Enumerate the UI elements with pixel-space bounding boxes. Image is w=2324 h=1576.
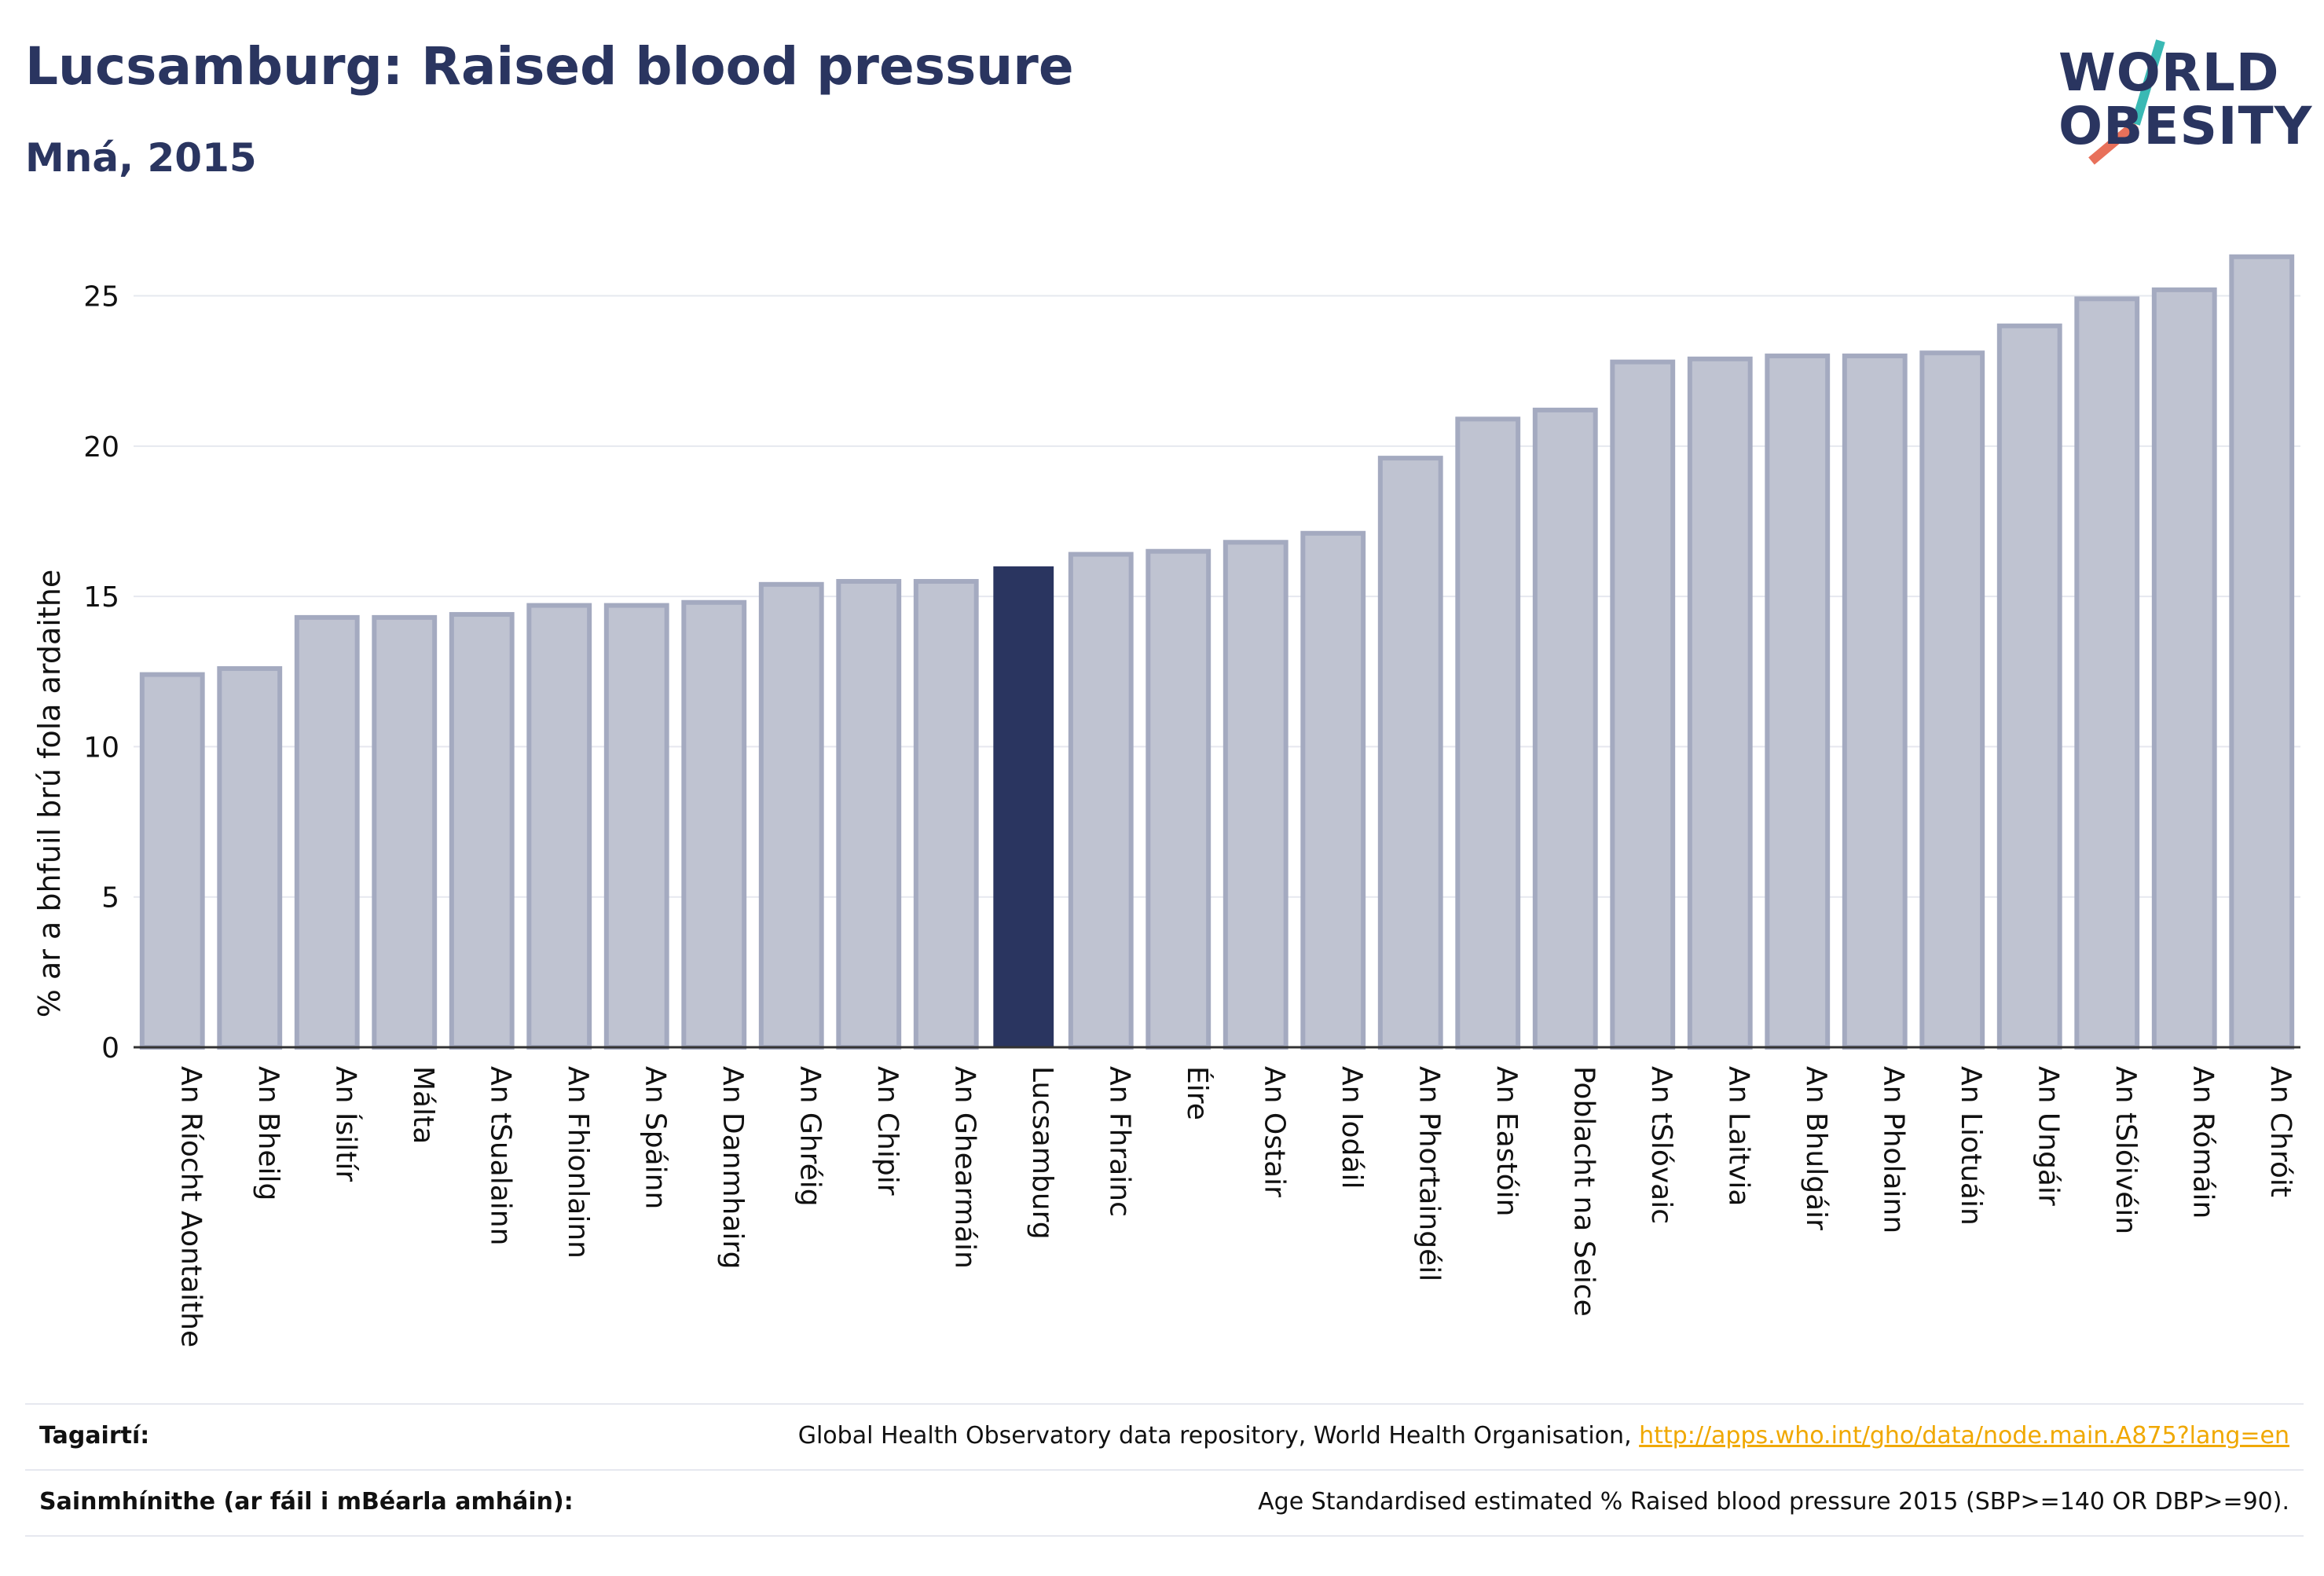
x-tick-label: An Liotuáin <box>1955 1066 1987 1226</box>
definitions-row: Sainmhínithe (ar fáil i mBéarla amháin):… <box>25 1471 2304 1534</box>
references-link[interactable]: http://apps.who.int/gho/data/node.main.A… <box>1639 1422 2289 1450</box>
x-tick-label: An Ghréig <box>794 1066 826 1207</box>
y-axis-label: % ar a bhfuil brú fola ardaithe <box>32 570 67 1017</box>
references-value: Global Health Observatory data repositor… <box>798 1422 2289 1450</box>
bar: An Ungáir: 24 <box>1996 323 2062 1050</box>
definitions-label: Sainmhínithe (ar fáil i mBéarla amháin): <box>39 1488 574 1516</box>
y-tick-label: 25 <box>83 281 119 313</box>
bar-chart: An Ríocht Aontaithe: 12.4An Bheilg: 12.6… <box>32 254 2300 1348</box>
page-subtitle: Mná, 2015 <box>25 135 257 181</box>
x-tick-label: An Ghearmáin <box>948 1066 981 1269</box>
x-tick-label: An Eastóin <box>1490 1066 1523 1216</box>
bar: An Liotuáin: 23.1 <box>1919 350 1985 1050</box>
bar: An Rómáin: 25.2 <box>2151 287 2217 1050</box>
bar: Lucsamburg: 16 <box>993 566 1054 1047</box>
x-tick-label: An Danmhairg <box>717 1066 749 1269</box>
y-tick-label: 5 <box>101 882 119 914</box>
bar: Poblacht na Seice: 21.2 <box>1532 407 1598 1050</box>
bar: An tSlóvaic: 22.8 <box>1610 359 1676 1050</box>
footer-divider-middle <box>25 1469 2304 1471</box>
bar: An Ghearmáin: 15.5 <box>913 578 979 1050</box>
bar: An Chróit: 26.3 <box>2229 254 2295 1050</box>
x-tick-label: Málta <box>407 1066 439 1144</box>
x-tick-label: Poblacht na Seice <box>1567 1066 1600 1317</box>
footer-divider-top <box>25 1403 2304 1405</box>
x-tick-label: An tSualainn <box>484 1066 516 1245</box>
bar: An Eastóin: 20.9 <box>1455 416 1521 1050</box>
x-tick-label: An Ísiltír <box>329 1066 362 1182</box>
x-tick-label: An Rómáin <box>2187 1066 2219 1219</box>
page-title: Lucsamburg: Raised blood pressure <box>25 36 1074 97</box>
bar: An Spáinn: 14.7 <box>603 603 669 1050</box>
x-tick-label: Lucsamburg <box>1026 1066 1058 1240</box>
bar: An Ísiltír: 14.3 <box>294 614 360 1050</box>
y-tick-label: 0 <box>101 1032 119 1065</box>
bar: An tSualainn: 14.4 <box>449 612 515 1050</box>
x-tick-label: Éire <box>1181 1066 1214 1120</box>
x-tick-label: An Laitvia <box>1722 1066 1754 1207</box>
bar: An Iodáil: 17.1 <box>1300 530 1366 1050</box>
x-tick-label: An Ríocht Aontaithe <box>174 1066 207 1347</box>
bar: Éire: 16.5 <box>1146 548 1211 1050</box>
bar: An Ghréig: 15.4 <box>758 581 824 1050</box>
references-label: Tagairtí: <box>39 1422 150 1450</box>
y-tick-label: 15 <box>83 581 119 614</box>
bar: An Ostair: 16.8 <box>1222 540 1288 1050</box>
x-tick-label: An Spáinn <box>639 1066 671 1209</box>
bar: An Pholainn: 23 <box>1842 354 1908 1050</box>
bar: An Danmhairg: 14.8 <box>681 599 747 1050</box>
y-tick-label: 10 <box>83 731 119 764</box>
x-tick-label: An Ungáir <box>2032 1066 2064 1206</box>
x-tick-label: An Pholainn <box>1877 1066 1909 1233</box>
logo-text-line1: WORLD <box>2058 42 2280 103</box>
references-text: Global Health Observatory data repositor… <box>797 1422 1640 1450</box>
x-tick-label: An Fhrainc <box>1103 1066 1135 1217</box>
bar: An Bheilg: 12.6 <box>217 665 283 1050</box>
x-tick-label: An Bhulgáir <box>1800 1066 1832 1230</box>
x-tick-label: An tSlóvaic <box>1645 1066 1677 1224</box>
bar: Málta: 14.3 <box>372 614 438 1050</box>
logo-text-line2: OBESITY <box>2058 96 2313 156</box>
x-tick-label: An Chróit <box>2264 1066 2297 1197</box>
logo-slash-icon <box>2088 39 2165 165</box>
x-tick-label: An tSlóivéin <box>2110 1066 2142 1234</box>
x-tick-label: An Fhionlainn <box>562 1066 594 1259</box>
definitions-value: Age Standardised estimated % Raised bloo… <box>1258 1488 2289 1516</box>
bar: An Chipir: 15.5 <box>836 578 902 1050</box>
x-tick-label: An Phortaingéil <box>1413 1066 1445 1281</box>
bar: An Ríocht Aontaithe: 12.4 <box>139 672 205 1050</box>
references-row: Tagairtí: Global Health Observatory data… <box>25 1405 2304 1468</box>
bar: An Bhulgáir: 23 <box>1765 354 1831 1050</box>
bars: An Ríocht Aontaithe: 12.4An Bheilg: 12.6… <box>139 254 2295 1050</box>
tick-labels: 0 5 10 15 20 25 An Ríocht Aontaithe An Bheilg An… <box>83 281 2297 1348</box>
bar: An Fhrainc: 16.4 <box>1068 552 1134 1050</box>
bar: An tSlóivéin: 24.9 <box>2074 296 2140 1050</box>
world-obesity-logo: WORLD OBESITY <box>2043 31 2313 173</box>
bar: An Phortaingéil: 19.6 <box>1377 456 1443 1050</box>
footer-divider-bottom <box>25 1535 2304 1537</box>
bar: An Fhionlainn: 14.7 <box>526 603 592 1050</box>
x-tick-label: An Iodáil <box>1336 1066 1368 1189</box>
y-tick-label: 20 <box>83 431 119 464</box>
footer: Tagairtí: Global Health Observatory data… <box>25 1403 2304 1545</box>
bar: An Laitvia: 22.9 <box>1687 356 1753 1050</box>
x-tick-label: An Bheilg <box>252 1066 284 1200</box>
x-tick-label: An Chipir <box>871 1066 904 1196</box>
x-tick-label: An Ostair <box>1258 1066 1290 1197</box>
